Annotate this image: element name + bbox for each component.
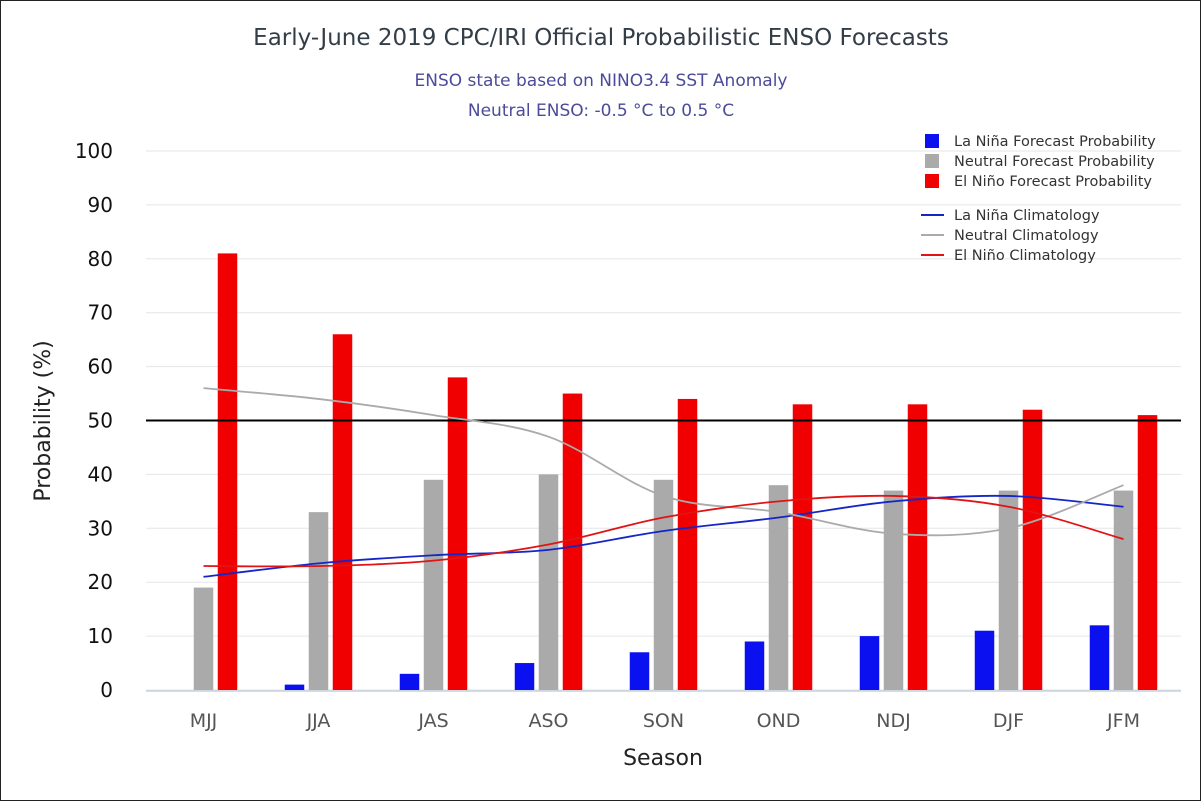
y-axis-ticks: 0 10 20 30 40 50 60 70 80 90 100 — [75, 139, 113, 702]
y-tick-label: 0 — [100, 678, 113, 702]
el-ni-o-climatology-line — [203, 494, 1124, 568]
neutral-climatology-line — [203, 387, 1124, 537]
el-ni-o-forecast-probability-bar-ndj — [907, 404, 928, 690]
x-tick-label: NDJ — [876, 710, 910, 732]
legend-swatch — [925, 174, 939, 188]
x-axis-title: Season — [623, 746, 703, 771]
legend-swatch — [925, 134, 939, 148]
y-tick-label: 10 — [88, 624, 113, 648]
y-tick-label: 80 — [88, 247, 113, 271]
neutral-forecast-probability-bar-djf — [998, 490, 1019, 690]
legend-label: El Niño Climatology — [954, 248, 1096, 264]
chart-subtitle-line-1: ENSO state based on NINO3.4 SST Anomaly — [414, 71, 787, 91]
neutral-forecast-probability-bar-jas — [423, 479, 444, 690]
la-ni-a-forecast-probability-bar-djf — [974, 630, 995, 690]
el-ni-o-forecast-probability-bar-son — [677, 398, 698, 690]
la-ni-a-forecast-probability-bar-ond — [744, 641, 765, 690]
y-tick-label: 30 — [88, 516, 113, 540]
legend-label: Neutral Climatology — [954, 228, 1099, 244]
legend-label: El Niño Forecast Probability — [954, 174, 1152, 190]
el-ni-o-forecast-probability-bar-djf — [1022, 409, 1043, 690]
x-tick-label: SON — [643, 710, 684, 732]
y-tick-label: 90 — [88, 193, 113, 217]
x-tick-label: DJF — [993, 710, 1024, 732]
la-ni-a-forecast-probability-bar-jja — [284, 684, 305, 690]
x-tick-label: OND — [757, 710, 801, 732]
legend-label: La Niña Forecast Probability — [954, 134, 1156, 150]
la-ni-a-forecast-probability-bar-aso — [514, 663, 535, 690]
y-tick-label: 70 — [88, 301, 113, 325]
la-ni-a-climatology-line — [203, 494, 1124, 578]
legend-swatch — [925, 154, 939, 168]
y-tick-label: 100 — [75, 139, 113, 163]
x-tick-label: JAS — [417, 710, 448, 732]
neutral-forecast-probability-bar-jja — [308, 512, 329, 690]
neutral-forecast-probability-bar-jfm — [1113, 490, 1134, 690]
legend-label: Neutral Forecast Probability — [954, 154, 1155, 170]
neutral-forecast-probability-bar-son — [653, 479, 674, 690]
el-ni-o-forecast-probability-bar-ond — [792, 404, 813, 690]
el-ni-o-forecast-probability-bar-jas — [447, 377, 468, 690]
y-axis-title: Probability (%) — [31, 340, 56, 501]
legend: La Niña Forecast Probability Neutral Fore… — [921, 134, 1156, 264]
el-ni-o-forecast-probability-bar-jja — [332, 334, 353, 690]
neutral-forecast-probability-bar-ndj — [883, 490, 904, 690]
x-tick-label: JJA — [306, 710, 331, 732]
x-tick-label: MJJ — [190, 710, 218, 732]
la-ni-a-forecast-probability-bar-son — [629, 652, 650, 690]
chart-subtitle-line-2: Neutral ENSO: -0.5 °C to 0.5 °C — [468, 101, 734, 121]
la-ni-a-forecast-probability-bar-jfm — [1089, 625, 1110, 690]
neutral-forecast-probability-bar-aso — [538, 474, 559, 690]
x-axis-ticks: MJJ JJA JAS ASO SON OND NDJ DJF JFM — [190, 710, 1140, 732]
y-tick-label: 50 — [88, 409, 113, 433]
la-ni-a-forecast-probability-bar-jas — [399, 673, 420, 690]
neutral-forecast-probability-bar-ond — [768, 485, 789, 690]
legend-label: La Niña Climatology — [954, 208, 1100, 224]
chart-title: Early-June 2019 CPC/IRI Official Probabi… — [253, 25, 949, 51]
y-tick-label: 40 — [88, 462, 113, 486]
la-ni-a-forecast-probability-bar-ndj — [859, 636, 880, 690]
neutral-forecast-probability-bar-mjj — [193, 587, 214, 690]
el-ni-o-forecast-probability-bar-aso — [562, 393, 583, 690]
y-tick-label: 60 — [88, 355, 113, 379]
x-tick-label: ASO — [528, 710, 568, 732]
bars — [193, 253, 1158, 690]
x-tick-label: JFM — [1106, 710, 1140, 732]
el-ni-o-forecast-probability-bar-jfm — [1137, 415, 1158, 690]
y-tick-label: 20 — [88, 570, 113, 594]
el-ni-o-forecast-probability-bar-mjj — [217, 253, 238, 690]
climatology-lines — [203, 387, 1124, 578]
